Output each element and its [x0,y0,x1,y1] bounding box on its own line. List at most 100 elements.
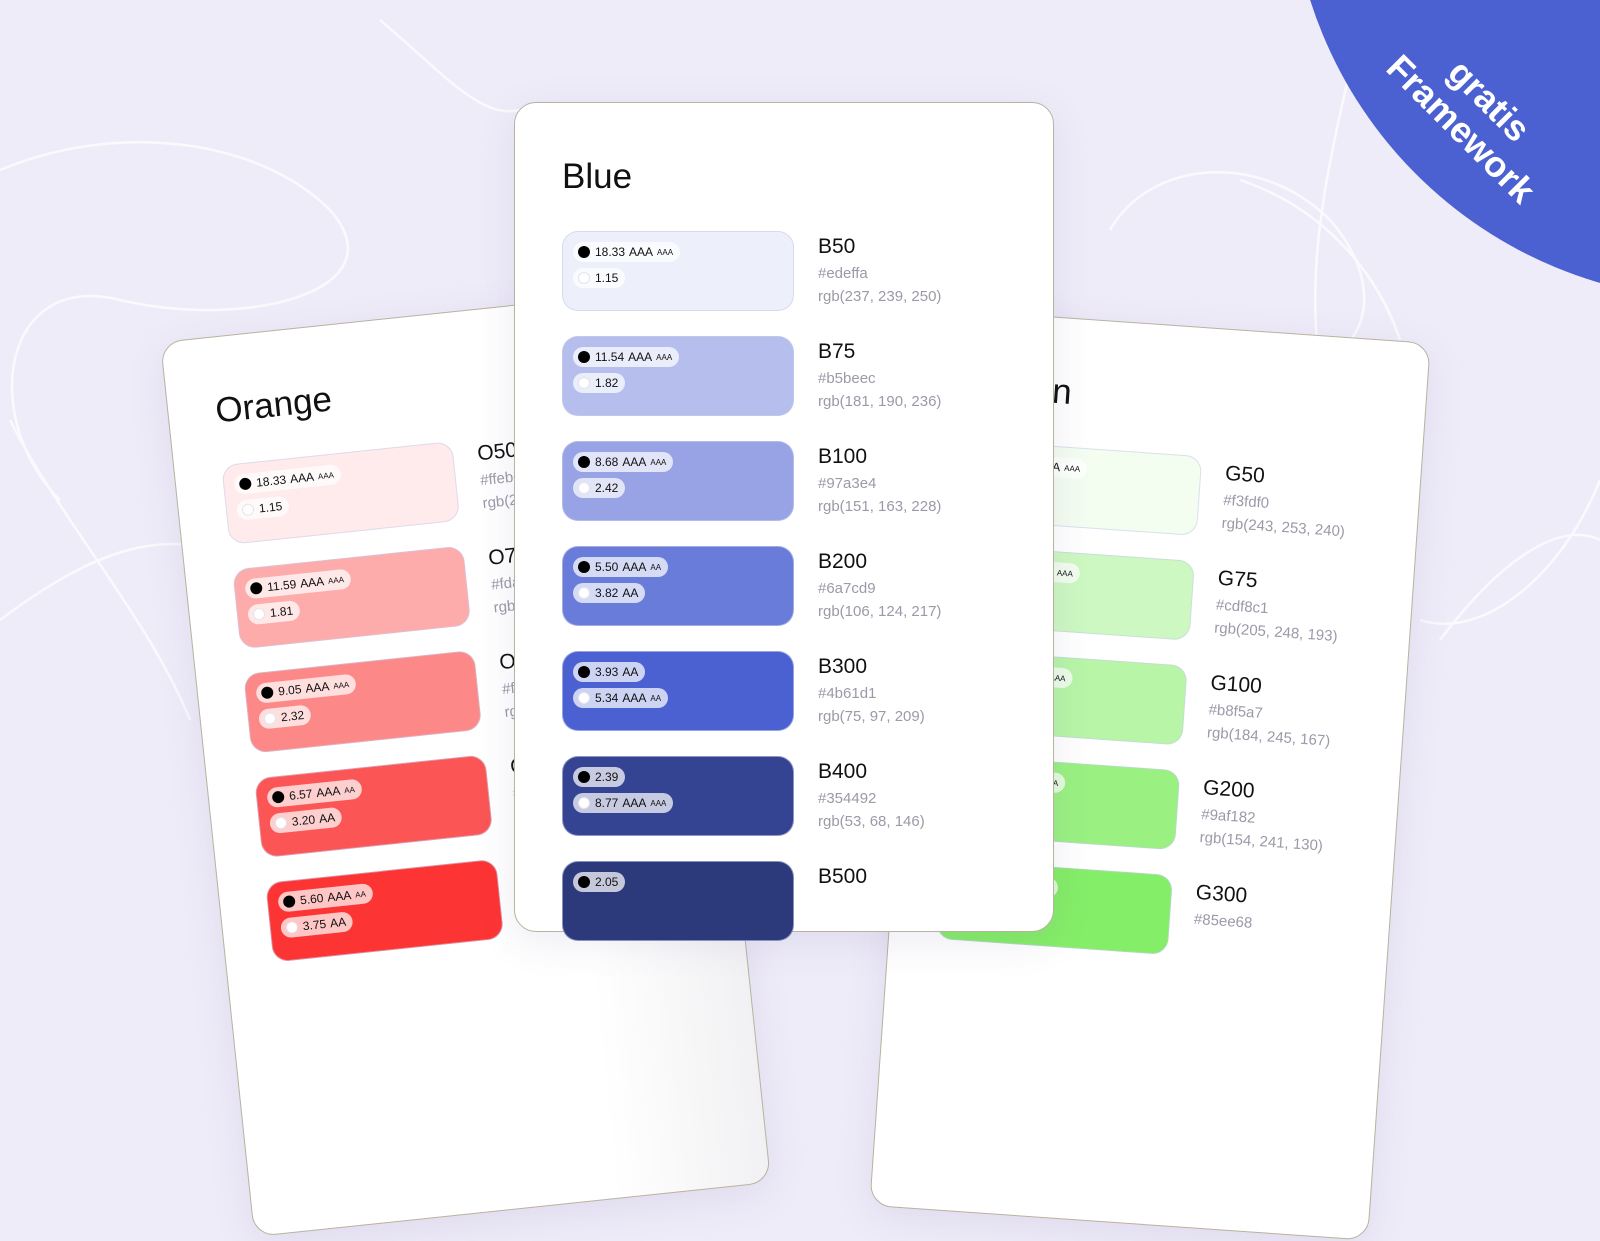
white-dot-icon [252,607,266,621]
contrast-value: 3.20 [291,812,316,829]
color-rgb[interactable]: rgb(53, 68, 146) [818,813,925,830]
contrast-value: 8.77 [595,796,619,810]
color-rgb[interactable]: rgb(243, 253, 240) [1221,514,1346,541]
contrast-pill: 5.34 AAA AA [573,688,669,708]
color-swatch[interactable]: 6.57 AAA AA 3.20 AA [254,754,494,859]
contrast-level: AAA [622,455,647,469]
contrast-level: AAA [629,245,654,259]
contrast-level: AAA [622,691,647,705]
contrast-sublevel: AAA [1063,463,1081,474]
contrast-level: AA [622,586,639,600]
contrast-pill: 2.05 [573,872,626,892]
contrast-value: 2.05 [595,875,619,889]
color-name: B400 [818,760,868,783]
contrast-value: 3.82 [595,586,619,600]
contrast-pill: 18.33 AAA AAA [573,242,681,262]
color-rgb[interactable]: rgb(151, 163, 228) [818,498,942,515]
color-swatch[interactable]: 11.59 AAA AAA 1.81 [232,545,472,650]
background-squiggles [0,0,1600,721]
color-hex[interactable]: #edeffa [818,265,868,282]
color-row: 11.54 AAA AAA 1.82 B75 #b5beec rgb(181, 190, 2… [562,336,1002,418]
color-hex[interactable]: #9af182 [1200,806,1257,827]
contrast-sublevel: AAA [650,457,667,467]
contrast-value: 18.33 [255,472,287,490]
color-name: B100 [818,445,868,468]
contrast-level: AAA [299,574,325,591]
contrast-level: AA [318,810,336,826]
contrast-value: 11.54 [595,350,625,364]
black-dot-icon [578,876,590,888]
color-rgb[interactable]: rgb(181, 190, 236) [818,393,942,410]
contrast-pill: 18.33 AAA AAA [233,463,342,495]
color-hex[interactable]: #b8f5a7 [1208,701,1264,723]
color-hex[interactable]: #6a7cd9 [818,580,876,597]
color-hex[interactable]: #85ee68 [1193,910,1253,932]
contrast-pill: 1.15 [573,268,626,288]
contrast-sublevel: AAA [1056,567,1074,578]
contrast-value: 11.59 [266,577,297,595]
color-row: 2.05 B500 [562,861,1002,943]
palette-card-blue: Blue 18.33 AAA AAA 1.15 B50 #edeffa rgb(237, 23… [514,102,1054,941]
color-rgb[interactable]: rgb(106, 124, 217) [818,603,942,620]
contrast-pill: 11.59 AAA AAA [244,568,352,600]
color-rgb[interactable]: rgb(184, 245, 167) [1206,724,1331,750]
color-hex[interactable]: #f3fdf0 [1222,491,1270,512]
contrast-sublevel: AAA [332,679,350,691]
contrast-pill: 1.82 [573,373,626,393]
color-swatch[interactable]: 9.05 AAA AAA 2.32 [243,649,483,754]
color-swatch[interactable]: 11.54 AAA AAA 1.82 [562,336,794,416]
contrast-sublevel: AAA [317,470,335,481]
contrast-sublevel: AAA [650,798,667,808]
color-swatch[interactable]: 5.60 AAA AA 3.75 AA [265,858,505,963]
color-swatch[interactable]: 8.68 AAA AAA 2.42 [562,441,794,521]
contrast-sublevel: AA [650,562,662,572]
color-swatch[interactable]: 2.39 8.77 AAA AAA [562,756,794,836]
contrast-level: AA [622,665,639,679]
contrast-value: 6.57 [288,786,314,803]
color-name: B50 [818,235,856,258]
contrast-pill: 6.57 AAA AA [266,778,363,809]
color-rgb[interactable]: rgb(154, 241, 130) [1199,828,1324,855]
contrast-pill: 2.39 [573,767,626,787]
color-swatch[interactable]: 3.93 AA 5.34 AAA AA [562,651,794,731]
contrast-pill: 5.60 AAA AA [277,882,374,913]
color-hex[interactable]: #354492 [818,790,877,807]
black-dot-icon [238,477,252,491]
white-dot-icon [274,816,288,830]
color-name: G200 [1202,776,1256,803]
black-dot-icon [260,686,274,700]
corner-badge [1310,0,1600,283]
contrast-level: AAA [628,350,653,364]
color-swatch[interactable]: 2.05 [562,861,794,941]
color-swatch[interactable]: 18.33 AAA AAA 1.15 [221,441,461,545]
contrast-pill: 9.05 AAA AAA [255,673,358,704]
color-rgb[interactable]: rgb(205, 248, 193) [1213,619,1339,646]
white-dot-icon [578,377,590,389]
contrast-level: AAA [326,888,352,905]
black-dot-icon [578,771,590,783]
white-dot-icon [578,587,590,599]
contrast-level: AA [329,914,347,931]
contrast-sublevel: AAA [656,352,673,362]
color-hex[interactable]: #b5beec [818,370,876,387]
black-dot-icon [578,666,590,678]
color-hex[interactable]: #97a3e4 [818,475,877,492]
contrast-level: AAA [622,560,647,574]
contrast-sublevel: AAA [327,574,345,586]
color-rgb[interactable]: rgb(75, 97, 209) [818,708,925,725]
black-dot-icon [578,351,590,363]
color-hex[interactable]: #4b61d1 [818,685,877,702]
white-dot-icon [578,482,590,494]
color-swatch[interactable]: 18.33 AAA AAA 1.15 [562,231,794,311]
contrast-value: 1.15 [595,271,619,285]
color-swatch[interactable]: 5.50 AAA AA 3.82 AA [562,546,794,626]
contrast-sublevel: AA [343,784,356,795]
contrast-value: 1.82 [595,376,619,390]
color-rgb[interactable]: rgb(237, 239, 250) [818,288,942,305]
contrast-value: 1.15 [258,499,283,516]
color-hex[interactable]: #cdf8c1 [1215,596,1269,618]
contrast-value: 5.34 [595,691,619,705]
contrast-value: 8.68 [595,455,619,469]
contrast-value: 1.81 [269,603,294,620]
contrast-value: 18.33 [595,245,626,259]
